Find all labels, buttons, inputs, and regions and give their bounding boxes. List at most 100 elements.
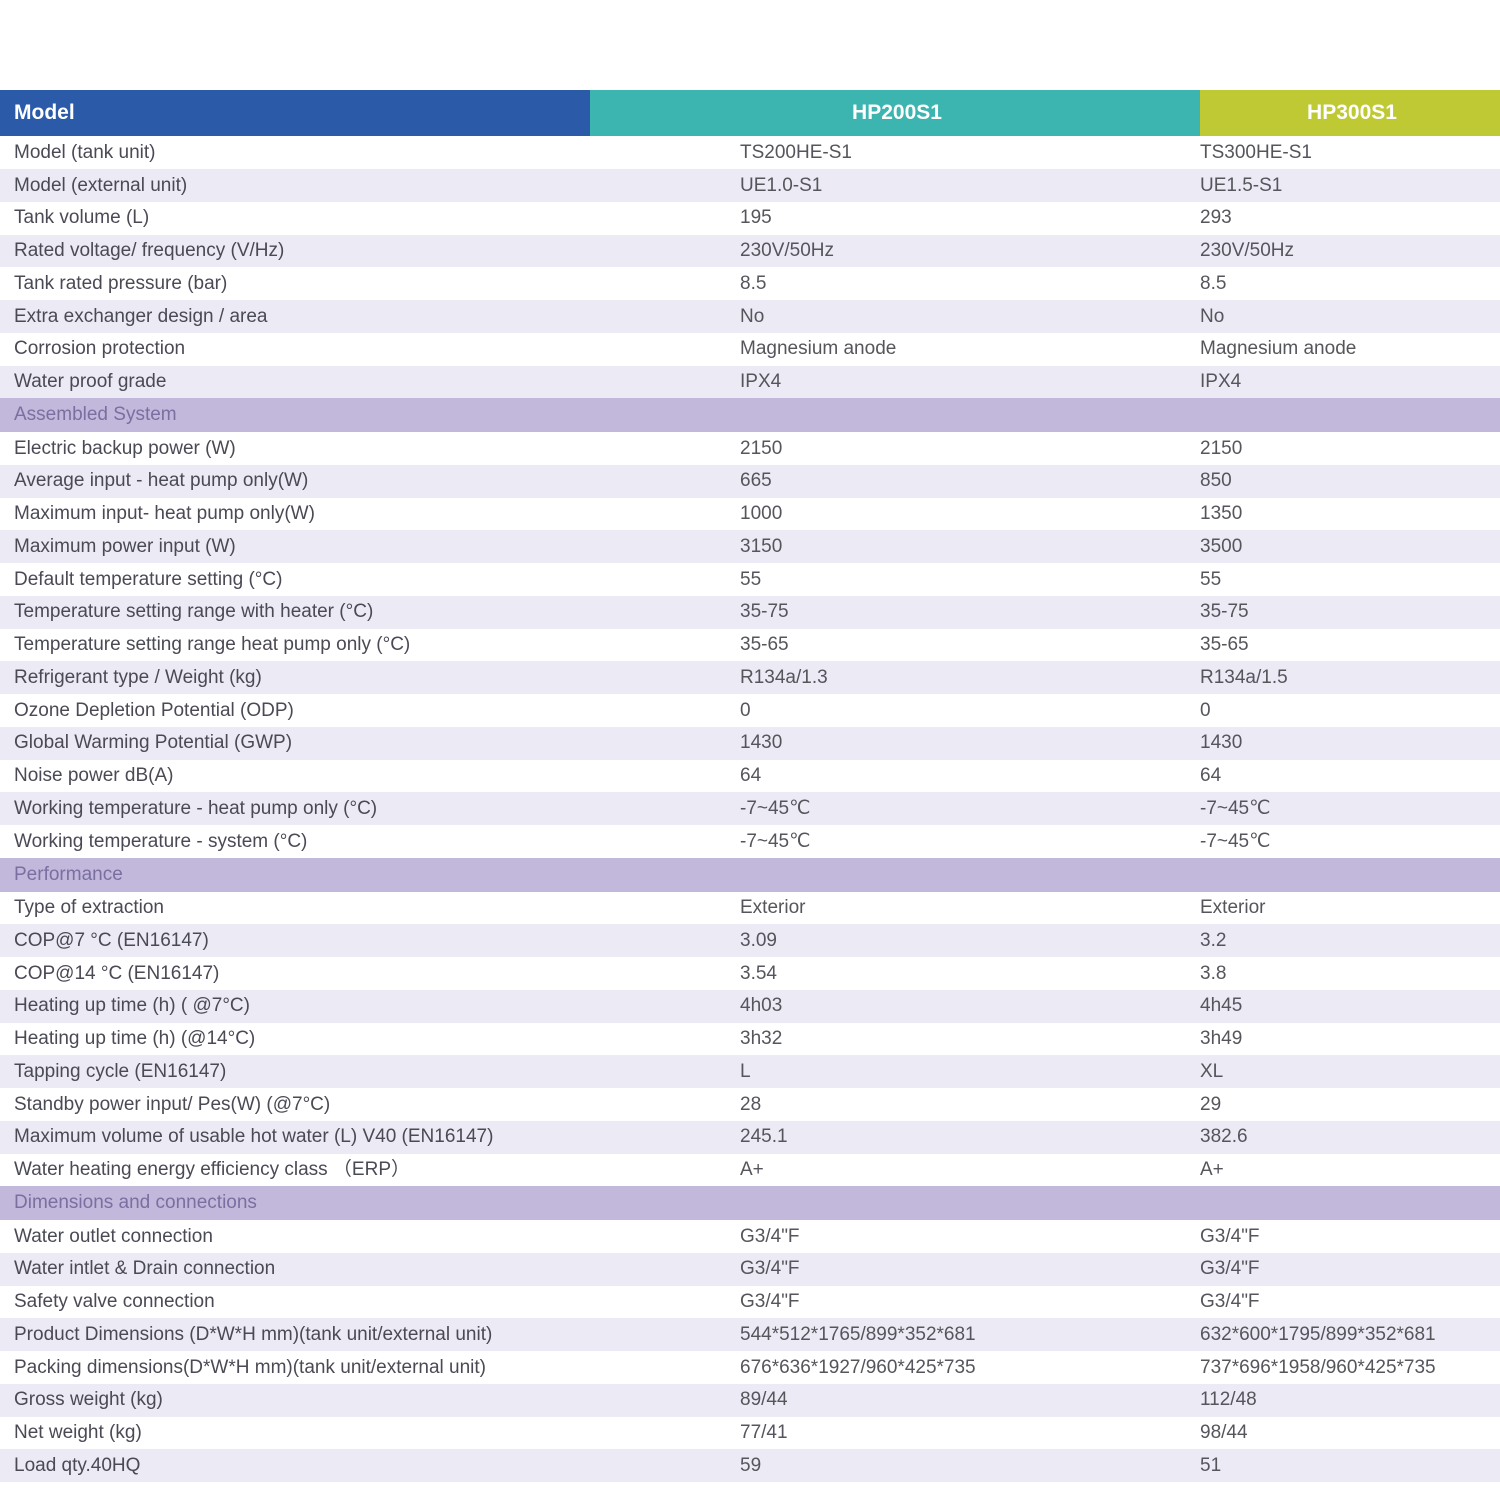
row-value-b: 3.8 xyxy=(1200,957,1500,990)
table-body: Model (tank unit)TS200HE-S1TS300HE-S1Mod… xyxy=(0,136,1500,1482)
row-value-a: 3h32 xyxy=(590,1023,1200,1056)
row-value-b: 55 xyxy=(1200,563,1500,596)
row-value-b: 35-65 xyxy=(1200,629,1500,662)
row-value-a: UE1.0-S1 xyxy=(590,169,1200,202)
row-value-a: 3.09 xyxy=(590,924,1200,957)
table-row: COP@7 °C (EN16147)3.093.2 xyxy=(0,924,1500,957)
row-value-b: 112/48 xyxy=(1200,1384,1500,1417)
table-row: Default temperature setting (°C)5555 xyxy=(0,563,1500,596)
row-value-a: TS200HE-S1 xyxy=(590,136,1200,169)
row-value-a: 35-75 xyxy=(590,596,1200,629)
table-row: Product Dimensions (D*W*H mm)(tank unit/… xyxy=(0,1318,1500,1351)
section-spacer xyxy=(1200,858,1500,892)
row-value-b: 3500 xyxy=(1200,530,1500,563)
row-label: Ozone Depletion Potential (ODP) xyxy=(0,694,590,727)
row-label: Net weight (kg) xyxy=(0,1417,590,1450)
table-row: Maximum volume of usable hot water (L) V… xyxy=(0,1121,1500,1154)
table-row: Water heating energy efficiency class （E… xyxy=(0,1154,1500,1187)
table-row: Heating up time (h) ( @7°C)4h034h45 xyxy=(0,990,1500,1023)
table-row: Working temperature - heat pump only (°C… xyxy=(0,792,1500,825)
section-spacer xyxy=(1200,398,1500,432)
row-label: Maximum power input (W) xyxy=(0,530,590,563)
row-value-b: G3/4"F xyxy=(1200,1220,1500,1253)
row-label: Average input - heat pump only(W) xyxy=(0,465,590,498)
row-value-b: Exterior xyxy=(1200,892,1500,925)
row-value-b: R134a/1.5 xyxy=(1200,661,1500,694)
row-label: Standby power input/ Pes(W) (@7°C) xyxy=(0,1088,590,1121)
section-row: Performance xyxy=(0,858,1500,892)
table-row: Type of extraction Exterior Exterior xyxy=(0,892,1500,925)
row-value-a: 676*636*1927/960*425*735 xyxy=(590,1351,1200,1384)
table-row: Packing dimensions(D*W*H mm)(tank unit/e… xyxy=(0,1351,1500,1384)
row-value-a: 59 xyxy=(590,1449,1200,1482)
table-row: Global Warming Potential (GWP)14301430 xyxy=(0,727,1500,760)
row-value-a: 245.1 xyxy=(590,1121,1200,1154)
row-label: Water intlet & Drain connection xyxy=(0,1253,590,1286)
row-value-a: L xyxy=(590,1055,1200,1088)
row-value-b: 632*600*1795/899*352*681 xyxy=(1200,1318,1500,1351)
table-row: Extra exchanger design / areaNoNo xyxy=(0,300,1500,333)
row-label: Extra exchanger design / area xyxy=(0,300,590,333)
table-row: Corrosion protectionMagnesium anodeMagne… xyxy=(0,333,1500,366)
table-row: Tapping cycle (EN16147)LXL xyxy=(0,1055,1500,1088)
row-label: Tank volume (L) xyxy=(0,202,590,235)
row-label: Default temperature setting (°C) xyxy=(0,563,590,596)
row-label: Noise power dB(A) xyxy=(0,760,590,793)
row-value-a: 8.5 xyxy=(590,267,1200,300)
section-title: Dimensions and connections xyxy=(0,1186,590,1220)
row-value-b: 230V/50Hz xyxy=(1200,235,1500,268)
row-label: COP@7 °C (EN16147) xyxy=(0,924,590,957)
row-value-a: -7~45℃ xyxy=(590,825,1200,858)
table-row: Temperature setting range with heater (°… xyxy=(0,596,1500,629)
header-col-b: HP300S1 xyxy=(1200,90,1500,136)
row-value-b: No xyxy=(1200,300,1500,333)
row-value-a: 89/44 xyxy=(590,1384,1200,1417)
row-label: Rated voltage/ frequency (V/Hz) xyxy=(0,235,590,268)
row-value-a: 64 xyxy=(590,760,1200,793)
table-row: Electric backup power (W)21502150 xyxy=(0,432,1500,465)
table-row: Standby power input/ Pes(W) (@7°C)2829 xyxy=(0,1088,1500,1121)
row-value-a: -7~45℃ xyxy=(590,792,1200,825)
row-label: Water outlet connection xyxy=(0,1220,590,1253)
row-value-a: Magnesium anode xyxy=(590,333,1200,366)
row-label: Maximum input- heat pump only(W) xyxy=(0,498,590,531)
header-col-a: HP200S1 xyxy=(590,90,1200,136)
row-value-b: -7~45℃ xyxy=(1200,825,1500,858)
row-value-b: 1430 xyxy=(1200,727,1500,760)
row-label: Working temperature - system (°C) xyxy=(0,825,590,858)
row-value-a: IPX4 xyxy=(590,366,1200,399)
table-row: Ozone Depletion Potential (ODP)00 xyxy=(0,694,1500,727)
row-value-a: 55 xyxy=(590,563,1200,596)
row-value-b: 3h49 xyxy=(1200,1023,1500,1056)
row-value-a: 35-65 xyxy=(590,629,1200,662)
header-model-label: Model xyxy=(0,90,590,136)
table-header-row: Model HP200S1 HP300S1 xyxy=(0,90,1500,136)
table-row: Temperature setting range heat pump only… xyxy=(0,629,1500,662)
section-spacer xyxy=(590,858,1200,892)
row-value-a: 1000 xyxy=(590,498,1200,531)
row-value-a: 544*512*1765/899*352*681 xyxy=(590,1318,1200,1351)
row-label: Safety valve connection xyxy=(0,1286,590,1319)
section-spacer xyxy=(1200,1186,1500,1220)
table-row: Rated voltage/ frequency (V/Hz)230V/50Hz… xyxy=(0,235,1500,268)
row-value-a: 230V/50Hz xyxy=(590,235,1200,268)
table-row: Average input - heat pump only(W)665850 xyxy=(0,465,1500,498)
row-value-b: Magnesium anode xyxy=(1200,333,1500,366)
row-value-b: 3.2 xyxy=(1200,924,1500,957)
row-label: Electric backup power (W) xyxy=(0,432,590,465)
row-value-b: 98/44 xyxy=(1200,1417,1500,1450)
row-value-a: No xyxy=(590,300,1200,333)
section-title: Performance xyxy=(0,858,590,892)
row-label: Tapping cycle (EN16147) xyxy=(0,1055,590,1088)
row-value-a: Exterior xyxy=(590,892,1200,925)
table-row: Gross weight (kg)89/44112/48 xyxy=(0,1384,1500,1417)
row-label: Working temperature - heat pump only (°C… xyxy=(0,792,590,825)
row-value-b: -7~45℃ xyxy=(1200,792,1500,825)
row-label: Model (external unit) xyxy=(0,169,590,202)
table-row: Water proof gradeIPX4IPX4 xyxy=(0,366,1500,399)
section-row: Assembled System xyxy=(0,398,1500,432)
section-spacer xyxy=(590,398,1200,432)
row-value-b: 51 xyxy=(1200,1449,1500,1482)
row-value-b: 35-75 xyxy=(1200,596,1500,629)
row-label: Packing dimensions(D*W*H mm)(tank unit/e… xyxy=(0,1351,590,1384)
